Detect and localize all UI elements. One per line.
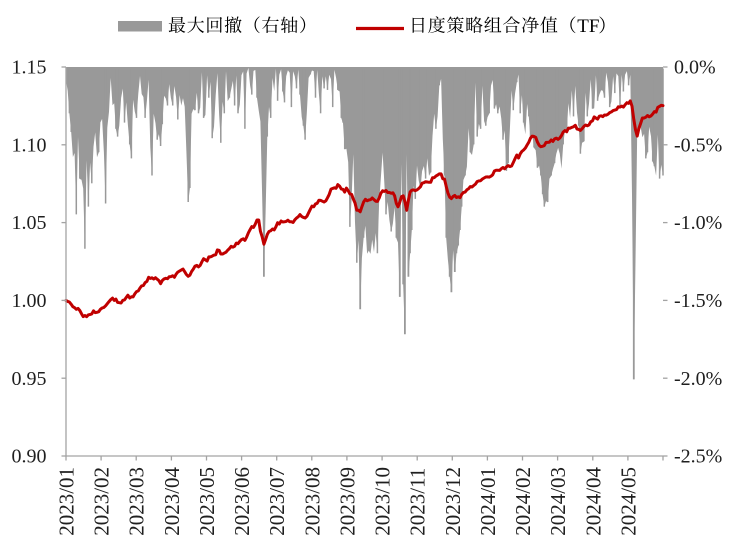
svg-text:2024/04: 2024/04 [581, 466, 605, 535]
svg-text:2024/05: 2024/05 [616, 467, 640, 536]
svg-text:1.10: 1.10 [12, 134, 47, 156]
svg-text:-1.5%: -1.5% [674, 290, 722, 312]
svg-text:-0.5%: -0.5% [674, 134, 722, 156]
svg-text:0.0%: 0.0% [674, 57, 716, 79]
svg-text:2024/02: 2024/02 [511, 467, 535, 536]
svg-text:2023/09: 2023/09 [335, 467, 359, 536]
svg-text:TF: TF [577, 16, 599, 37]
svg-text:2023/03: 2023/03 [125, 467, 149, 536]
svg-text:1.00: 1.00 [12, 290, 47, 312]
svg-text:2023/08: 2023/08 [300, 467, 324, 536]
svg-text:2023/04: 2023/04 [160, 466, 184, 535]
svg-text:0.95: 0.95 [12, 368, 47, 390]
svg-text:2023/02: 2023/02 [90, 467, 114, 536]
svg-text:2023/12: 2023/12 [441, 467, 465, 536]
svg-text:-2.5%: -2.5% [674, 446, 722, 468]
svg-text:2023/06: 2023/06 [230, 467, 254, 536]
svg-text:2023/11: 2023/11 [406, 468, 430, 536]
svg-text:-1.0%: -1.0% [674, 212, 722, 234]
svg-text:1.15: 1.15 [12, 57, 47, 79]
svg-text:1.05: 1.05 [12, 212, 47, 234]
svg-text:2023/01: 2023/01 [55, 467, 79, 536]
svg-text:-2.0%: -2.0% [674, 368, 722, 390]
svg-text:2024/03: 2024/03 [546, 467, 570, 536]
svg-text:2023/05: 2023/05 [195, 467, 219, 536]
svg-text:0.90: 0.90 [12, 446, 47, 468]
svg-text:2024/01: 2024/01 [476, 467, 500, 536]
svg-text:2023/07: 2023/07 [265, 467, 289, 536]
svg-text:2023/10: 2023/10 [371, 467, 395, 536]
